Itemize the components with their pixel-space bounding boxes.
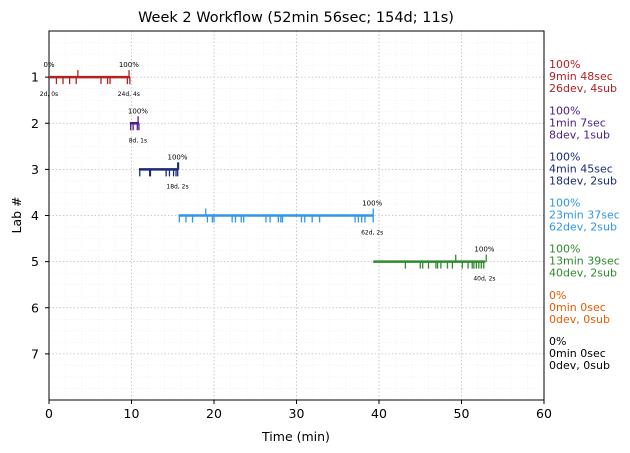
y-tick-label: 5 [31, 254, 39, 269]
lab-4-summary-line: 23min 37sec [549, 209, 620, 222]
lab-2-summary-line: 1min 7sec [549, 116, 606, 129]
lab-1-summary-line: 9min 48sec [549, 70, 613, 83]
lab-3-end-pct: 100% [168, 153, 188, 161]
timeline-marks: 0% 2d, 0s 100% 24d, 4s 100% 8d, 1s 100% 18d, 2s… [40, 61, 496, 283]
lab-3-summary-line: 4min 45sec [549, 162, 613, 175]
x-tick-label: 20 [206, 406, 222, 421]
lab-5-summary-line: 13min 39sec [549, 255, 620, 268]
lab-3-summary-line: 100% [549, 150, 580, 163]
lab-1-summary-line: 26dev, 4sub [549, 82, 617, 95]
lab-4-summary-line: 100% [549, 197, 580, 210]
lab-1-start-pct: 0% [43, 61, 54, 69]
lab-4-end-counts: 62d, 2s [361, 230, 383, 237]
y-tick-label: 1 [31, 70, 39, 85]
lab-1-end-counts: 24d, 4s [118, 91, 140, 98]
lab-2-end-counts: 8d, 1s [129, 137, 147, 144]
lab-2-summary-line: 8dev, 1sub [549, 128, 610, 141]
x-tick-label: 10 [124, 406, 140, 421]
lab-6-summary-line: 0% [549, 289, 566, 302]
y-tick-label: 2 [31, 116, 39, 131]
x-axis-label: Time (min) [261, 429, 330, 444]
y-axis-label: Lab # [9, 196, 24, 233]
y-tick-label: 4 [31, 208, 39, 223]
x-tick-label: 50 [454, 406, 470, 421]
lab-1-end-pct: 100% [119, 61, 139, 69]
x-tick-label: 30 [289, 406, 305, 421]
lab-3-end-counts: 18d, 2s [166, 183, 188, 190]
lab-2-summary-line: 100% [549, 104, 580, 117]
y-tick-label: 3 [31, 162, 39, 177]
lab-1-start-counts: 2d, 0s [40, 91, 58, 98]
y-tick-label: 7 [31, 346, 39, 361]
x-tick-label: 0 [45, 406, 53, 421]
lab-1-summary-line: 100% [549, 58, 580, 71]
axes: 0 10 20 30 40 50 60 1 2 3 4 5 6 7 [31, 70, 552, 421]
lab-3-summary-line: 18dev, 2sub [549, 174, 617, 187]
lab-7-summary-line: 0dev, 0sub [549, 359, 610, 372]
lab-4-summary-line: 62dev, 2sub [549, 221, 617, 234]
y-tick-label: 6 [31, 300, 39, 315]
lab-5-end-counts: 40d, 2s [473, 276, 495, 283]
lab-5-summary-line: 100% [549, 243, 580, 256]
lab-4-end-pct: 100% [362, 200, 382, 208]
lab-5-end-pct: 100% [474, 246, 494, 254]
x-tick-label: 60 [536, 406, 552, 421]
lab-7-summary-line: 0min 0sec [549, 347, 606, 360]
lab-7-summary-line: 0% [549, 335, 566, 348]
lab-6-summary-line: 0dev, 0sub [549, 313, 610, 326]
lab-6-summary-line: 0min 0sec [549, 301, 606, 314]
chart-title: Week 2 Workflow (52min 56sec; 154d; 11s) [138, 10, 454, 26]
lab-5-summary-line: 40dev, 2sub [549, 267, 617, 280]
x-tick-label: 40 [371, 406, 387, 421]
lab-2-end-pct: 100% [128, 107, 148, 115]
